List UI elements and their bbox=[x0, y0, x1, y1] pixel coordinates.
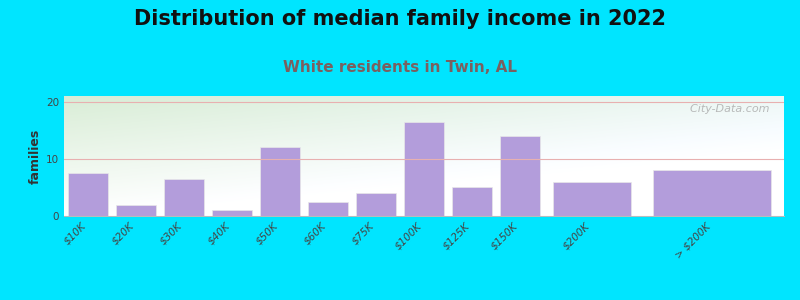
Bar bbox=[212, 210, 252, 216]
Bar bbox=[653, 170, 771, 216]
Bar bbox=[116, 205, 156, 216]
Bar bbox=[68, 173, 108, 216]
Text: City-Data.com: City-Data.com bbox=[683, 104, 770, 114]
Bar bbox=[308, 202, 348, 216]
Text: White residents in Twin, AL: White residents in Twin, AL bbox=[283, 60, 517, 75]
Text: Distribution of median family income in 2022: Distribution of median family income in … bbox=[134, 9, 666, 29]
Bar bbox=[356, 193, 396, 216]
Y-axis label: families: families bbox=[29, 128, 42, 184]
Bar bbox=[164, 179, 204, 216]
Bar bbox=[452, 188, 492, 216]
Bar bbox=[500, 136, 540, 216]
Bar bbox=[404, 122, 444, 216]
Bar bbox=[260, 147, 300, 216]
Bar bbox=[553, 182, 631, 216]
